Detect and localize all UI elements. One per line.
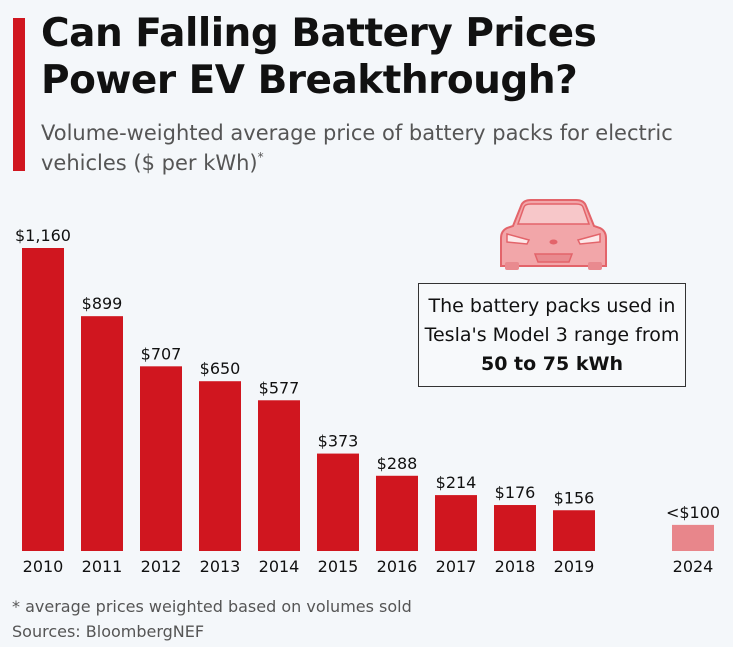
bar-2012 [140, 366, 182, 551]
callout-bold-range: 50 to 75 kWh [481, 353, 623, 375]
x-tick-2010: 2010 [23, 557, 64, 576]
value-label-2015: $373 [318, 432, 359, 451]
x-tick-2017: 2017 [436, 557, 477, 576]
callout-text: The battery packs used in Tesla's Model … [425, 295, 680, 346]
x-tick-2018: 2018 [495, 557, 536, 576]
bar-2024 [672, 525, 714, 551]
car-front-icon [491, 196, 616, 272]
bar-2019 [553, 510, 595, 551]
bar-2011 [81, 316, 123, 551]
value-label-2010: $1,160 [15, 226, 71, 245]
bar-2015 [317, 454, 359, 551]
source-note: Sources: BloombergNEF [12, 622, 204, 641]
x-tick-2013: 2013 [200, 557, 241, 576]
value-label-2024: <$100 [666, 503, 720, 522]
x-tick-2015: 2015 [318, 557, 359, 576]
x-tick-2019: 2019 [554, 557, 595, 576]
bar-2014 [258, 400, 300, 551]
value-label-2012: $707 [141, 344, 182, 363]
bar-2017 [435, 495, 477, 551]
x-tick-2014: 2014 [259, 557, 300, 576]
value-label-2014: $577 [259, 378, 300, 397]
x-tick-2024: 2024 [673, 557, 714, 576]
tesla-callout-box: The battery packs used in Tesla's Model … [418, 283, 686, 387]
x-tick-2011: 2011 [82, 557, 123, 576]
bar-2010 [22, 248, 64, 551]
value-label-2019: $156 [554, 488, 595, 507]
bar-2016 [376, 476, 418, 551]
x-tick-2016: 2016 [377, 557, 418, 576]
value-label-2018: $176 [495, 483, 536, 502]
value-label-2016: $288 [377, 454, 418, 473]
x-tick-2012: 2012 [141, 557, 182, 576]
value-label-2011: $899 [82, 294, 123, 313]
footnote: * average prices weighted based on volum… [12, 597, 412, 616]
value-label-2017: $214 [436, 473, 477, 492]
bar-2018 [494, 505, 536, 551]
value-label-2013: $650 [200, 359, 241, 378]
bar-2013 [199, 381, 241, 551]
